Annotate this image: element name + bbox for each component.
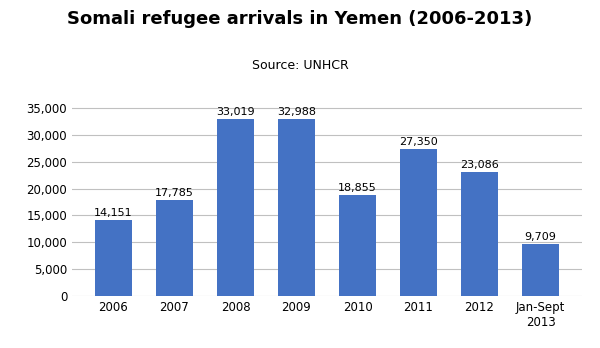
Text: 33,019: 33,019 <box>216 106 255 117</box>
Bar <box>400 149 437 296</box>
Text: Source: UNHCR: Source: UNHCR <box>251 59 349 72</box>
Bar <box>522 244 559 296</box>
Text: 14,151: 14,151 <box>94 208 133 218</box>
Text: 23,086: 23,086 <box>460 160 499 170</box>
Bar <box>339 195 376 296</box>
Bar <box>95 220 132 296</box>
Text: 27,350: 27,350 <box>399 137 438 147</box>
Bar <box>278 119 315 296</box>
Bar <box>156 200 193 296</box>
Text: Somali refugee arrivals in Yemen (2006-2013): Somali refugee arrivals in Yemen (2006-2… <box>67 10 533 29</box>
Text: 17,785: 17,785 <box>155 188 194 198</box>
Text: 32,988: 32,988 <box>277 107 316 117</box>
Text: 18,855: 18,855 <box>338 183 377 192</box>
Text: 9,709: 9,709 <box>524 232 556 242</box>
Bar <box>461 172 498 296</box>
Bar <box>217 119 254 296</box>
